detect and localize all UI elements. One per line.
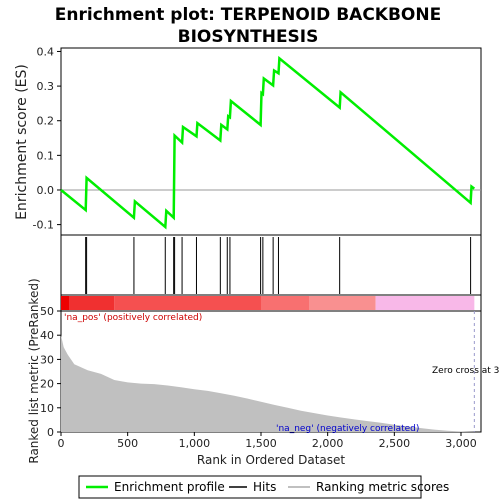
hits-panel-frame: [60, 234, 482, 296]
x-tick-label: 2,500: [379, 437, 411, 450]
metric-y-axis-label: Ranked list metric (PreRanked): [27, 278, 41, 463]
color-bar-segment: [61, 296, 69, 310]
x-axis-label: Rank in Ordered Dataset: [197, 453, 345, 467]
es-y-tick-label: 0.1: [37, 149, 55, 162]
rank-metric-panel: 0 10 20 30 40 50 'na_pos' (positively correla…: [27, 278, 499, 463]
x-tick-label: 3,000: [445, 437, 477, 450]
metric-y-ticks: 0 10 20 30 40 50: [40, 305, 61, 439]
x-tick-label: 500: [117, 437, 138, 450]
positive-correlation-label: 'na_pos' (positively correlated): [64, 313, 202, 323]
legend-frame: [78, 475, 422, 499]
color-bar-segment: [375, 296, 475, 310]
es-y-ticks: -0.1 0.0 0.1 0.2 0.3 0.4: [33, 45, 61, 232]
es-y-tick-label: 0.4: [37, 45, 55, 58]
metric-y-tick-label: 40: [40, 329, 54, 342]
metric-y-tick-label: 10: [40, 402, 54, 415]
hits-panel: [60, 234, 482, 296]
es-y-tick-label: 0.2: [37, 115, 55, 128]
x-axis: 0 500 1,000 1,500 2,000 2,500 3,000: [58, 432, 477, 450]
hit-lines: [85, 237, 472, 294]
es-y-tick-label: -0.1: [33, 219, 54, 232]
enrichment-profile-line: [60, 55, 476, 230]
chart-title-line-2: BIOSYNTHESIS: [178, 27, 319, 47]
chart-title-line-1: Enrichment plot: TERPENOID BACKBONE: [55, 5, 441, 25]
es-panel-frame: [60, 47, 482, 236]
ranking-metric-area: [61, 335, 475, 432]
x-tick-label: 1,000: [179, 437, 211, 450]
x-tick-label: 2,000: [312, 437, 344, 450]
color-bar-segment: [309, 296, 376, 310]
x-tick-label: 1,500: [245, 437, 277, 450]
legend: Enrichment profile Hits Ranking metric sco…: [78, 475, 449, 499]
zero-cross-label: Zero cross at 3: [432, 366, 499, 376]
es-y-tick-label: 0.3: [37, 80, 55, 93]
es-panel: -0.1 0.0 0.1 0.2 0.3 0.4 Enrichment score (ES…: [14, 45, 482, 236]
color-bar-segments: [61, 296, 475, 310]
color-bar-segment: [114, 296, 261, 310]
legend-items: Enrichment profile Hits Ranking metric sco…: [86, 480, 449, 494]
es-y-axis-label: Enrichment score (ES): [14, 64, 30, 220]
legend-label: Enrichment profile: [114, 480, 225, 494]
metric-y-tick-label: 30: [40, 353, 54, 366]
legend-label: Ranking metric scores: [316, 480, 449, 494]
color-bar-segment: [69, 296, 115, 310]
metric-y-tick-label: 50: [40, 305, 54, 318]
metric-y-tick-label: 20: [40, 378, 54, 391]
legend-label: Hits: [253, 480, 276, 494]
color-bar-panel: [60, 294, 482, 312]
es-y-tick-label: 0.0: [37, 184, 55, 197]
x-tick-label: 0: [58, 437, 65, 450]
color-bar-segment: [261, 296, 309, 310]
negative-correlation-label: 'na_neg' (negatively correlated): [276, 424, 419, 434]
metric-y-tick-label: 0: [47, 426, 54, 439]
